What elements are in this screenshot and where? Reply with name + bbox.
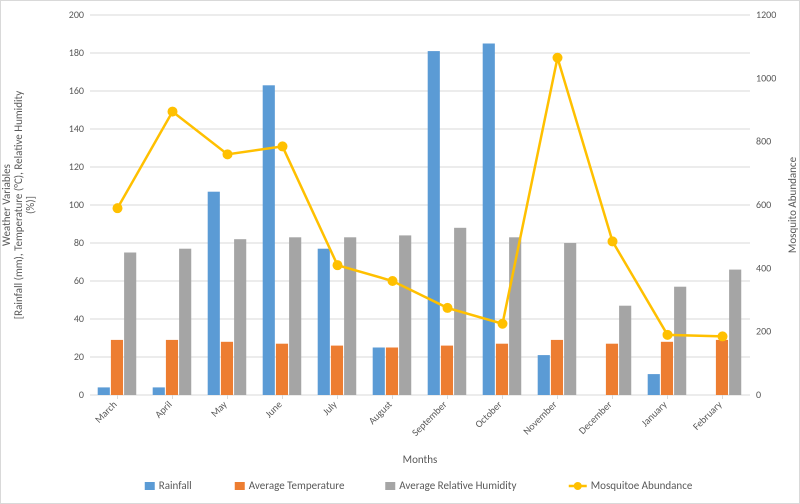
bar-average-relative-humidity — [619, 306, 631, 395]
bar-average-temperature — [386, 348, 398, 396]
x-tick-label: November — [520, 398, 560, 438]
bar-average-temperature — [716, 340, 728, 395]
legend-label: Average Temperature — [249, 479, 345, 492]
bar-rainfall — [483, 44, 495, 396]
y2-tick-label: 600 — [756, 198, 771, 211]
y1-tick-label: 180 — [69, 46, 84, 59]
bar-rainfall — [263, 85, 275, 395]
x-tick-label: October — [472, 398, 505, 431]
y2-tick-label: 400 — [756, 261, 771, 274]
marker-mosquitoe-abundance — [608, 236, 618, 246]
marker-mosquitoe-abundance — [113, 203, 123, 213]
bar-average-relative-humidity — [729, 270, 741, 395]
marker-mosquitoe-abundance — [168, 107, 178, 117]
bar-rainfall — [373, 348, 385, 396]
x-tick-label: March — [92, 398, 120, 426]
marker-mosquitoe-abundance — [278, 141, 288, 151]
marker-mosquitoe-abundance — [443, 303, 453, 313]
bar-average-temperature — [661, 342, 673, 395]
y2-tick-label: 1200 — [756, 8, 776, 21]
bar-average-temperature — [496, 344, 508, 395]
marker-mosquitoe-abundance — [333, 260, 343, 270]
bar-rainfall — [648, 374, 660, 395]
marker-mosquitoe-abundance — [718, 331, 728, 341]
y1-axis-title: Weather Variables[Rainfall (mm), Tempera… — [0, 91, 37, 319]
legend-swatch — [235, 482, 245, 490]
legend-label: Rainfall — [159, 479, 192, 492]
y2-tick-label: 0 — [756, 388, 761, 401]
bar-average-temperature — [166, 340, 178, 395]
chart-container: 0 20 40 60 80 100 120 140 160 180 200 0 200 400 600 800… — [0, 0, 800, 504]
x-tick-label: February — [690, 398, 725, 433]
legend-label: Average Relative Humidity — [399, 479, 516, 492]
legend-swatch — [145, 482, 155, 490]
bar-average-temperature — [441, 346, 453, 395]
chart-svg: 0 20 40 60 80 100 120 140 160 180 200 0 200 400 600 800… — [0, 0, 800, 504]
bar-average-relative-humidity — [124, 253, 136, 396]
x-tick-label: August — [366, 397, 396, 427]
y2-tick-label: 200 — [756, 325, 771, 338]
x-tick-label: June — [262, 398, 284, 420]
bar-rainfall — [318, 249, 330, 395]
bar-rainfall — [153, 387, 165, 395]
y2-tick-label: 800 — [756, 135, 771, 148]
marker-mosquitoe-abundance — [223, 149, 233, 159]
x-tick-label: May — [208, 398, 230, 420]
y1-tick-label: 200 — [69, 8, 84, 21]
x-tick-label: April — [152, 398, 175, 421]
bar-average-temperature — [551, 340, 563, 395]
x-tick-label: July — [320, 398, 340, 418]
y2-tick-label: 1000 — [756, 71, 776, 84]
bar-average-temperature — [331, 346, 343, 395]
bar-rainfall — [208, 192, 220, 395]
bar-average-relative-humidity — [564, 243, 576, 395]
marker-mosquitoe-abundance — [663, 330, 673, 340]
legend-label: Mosquitoe Abundance — [591, 479, 693, 492]
y1-tick-label: 0 — [79, 388, 84, 401]
y1-tick-label: 80 — [74, 236, 84, 249]
bar-average-relative-humidity — [234, 239, 246, 395]
bar-rainfall — [98, 387, 110, 395]
y1-tick-label: 60 — [74, 274, 84, 287]
y2-axis-title: Mosquito Abundance — [786, 156, 799, 253]
y1-tick-label: 120 — [69, 160, 84, 173]
bar-average-temperature — [111, 340, 123, 395]
x-tick-label: September — [409, 398, 450, 439]
bar-rainfall — [538, 355, 550, 395]
bar-average-temperature — [221, 342, 233, 395]
x-tick-label: January — [638, 398, 670, 430]
legend-swatch — [385, 482, 395, 490]
x-axis-title: Months — [403, 453, 438, 466]
bar-average-relative-humidity — [344, 237, 356, 395]
marker-mosquitoe-abundance — [498, 319, 508, 329]
y1-tick-label: 140 — [69, 122, 84, 135]
bar-average-temperature — [276, 344, 288, 395]
y1-tick-label: 40 — [74, 312, 84, 325]
bar-average-relative-humidity — [179, 249, 191, 395]
bar-average-relative-humidity — [674, 287, 686, 395]
y1-tick-label: 20 — [74, 350, 84, 363]
bar-average-relative-humidity — [399, 235, 411, 395]
marker-mosquitoe-abundance — [553, 53, 563, 63]
y1-tick-label: 100 — [69, 198, 84, 211]
bar-rainfall — [428, 51, 440, 395]
bar-average-temperature — [606, 344, 618, 395]
x-tick-label: December — [576, 398, 615, 437]
y1-tick-label: 160 — [69, 84, 84, 97]
bar-average-relative-humidity — [289, 237, 301, 395]
marker-mosquitoe-abundance — [388, 276, 398, 286]
legend-marker — [574, 482, 582, 490]
